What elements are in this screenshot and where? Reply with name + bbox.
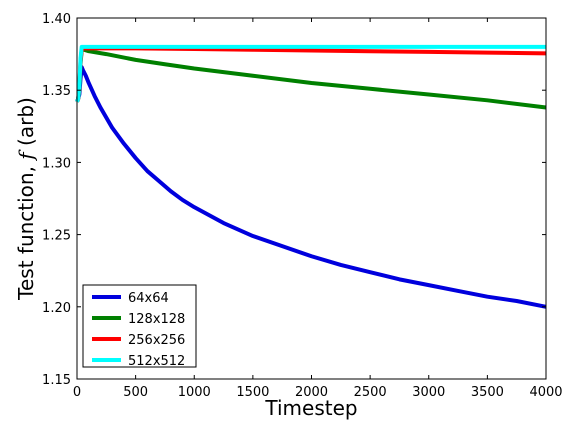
y-tick-label: 1.40 [42,12,71,27]
y-tick-label: 1.30 [42,156,71,171]
y-axis-label: Test function, f (arb) [14,97,38,301]
legend-label-512x512: 512x512 [128,354,185,369]
y-tick-label: 1.15 [42,373,71,388]
series-line-512x512 [75,44,546,103]
plot-area [75,44,547,309]
legend: 64x64 128x128 256x256 512x512 [82,284,197,369]
x-tick-label: 2000 [295,385,328,400]
x-tick-label: 2500 [354,385,387,400]
y-tick-label: 1.35 [42,84,71,99]
legend-label-64x64: 64x64 [128,291,169,306]
series-line-64x64 [75,65,547,309]
x-tick-label: 1500 [236,385,269,400]
x-tick-label: 500 [123,385,148,400]
axis-ticks: 0 500 1000 1500 2000 2500 3000 3500 4000 1.15 1.20… [42,12,563,400]
x-tick-label: 3500 [471,385,504,400]
x-tick-label: 0 [73,385,81,400]
x-tick-label: 4000 [529,385,562,400]
y-tick-label: 1.25 [42,229,71,244]
y-axis-label-text: Test function, [14,160,38,301]
legend-label-256x256: 256x256 [128,333,185,348]
y-tick-label: 1.20 [42,301,71,316]
x-tick-label: 3000 [412,385,445,400]
legend-label-128x128: 128x128 [128,312,185,327]
x-axis-label: Timestep [264,396,357,420]
y-axis-label-unit: (arb) [14,97,38,152]
x-tick-label: 1000 [178,385,211,400]
